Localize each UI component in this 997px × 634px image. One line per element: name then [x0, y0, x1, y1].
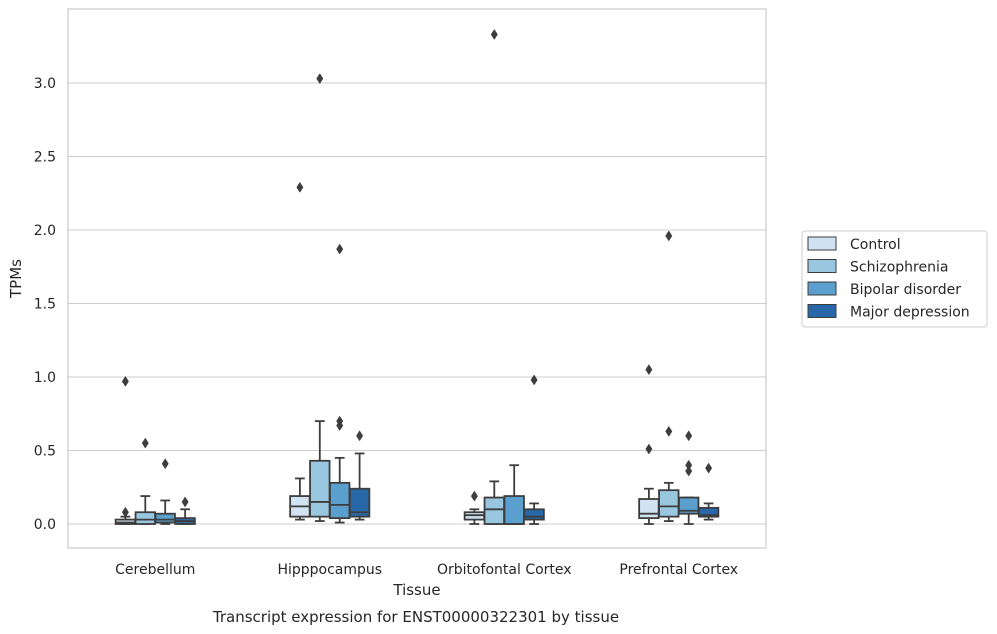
box-iqr	[658, 489, 680, 518]
box-iqr	[638, 498, 660, 520]
legend-item: Schizophrenia	[807, 259, 948, 276]
outlier-point	[296, 181, 304, 193]
y-axis-title: TPMs	[7, 259, 25, 299]
legend-item: Control	[807, 236, 901, 253]
outlier-point	[181, 496, 189, 508]
y-tick-label: 0.5	[34, 444, 56, 460]
box-2-3	[523, 374, 545, 525]
legend-label: Schizophrenia	[850, 260, 948, 276]
box-3-3	[697, 462, 720, 521]
box-iqr	[678, 496, 700, 515]
y-tick-labels: 0.0 0.5 1.0 1.5 2.0 2.5 3.0	[34, 76, 56, 533]
boxes	[114, 29, 720, 525]
box-iqr	[309, 459, 331, 518]
outlier-point	[336, 415, 344, 427]
box-1-3	[348, 430, 371, 521]
y-tick-label: 2.5	[34, 150, 56, 166]
legend-item: Major depression	[807, 304, 970, 321]
box-1-1	[309, 73, 331, 522]
outlier-point	[470, 490, 478, 502]
y-tick-label: 0.0	[34, 517, 56, 533]
legend-frame	[801, 230, 988, 328]
outlier-point	[530, 374, 538, 386]
outlier-point	[121, 506, 129, 518]
box-3-2	[678, 430, 700, 525]
y-tick-label: 1.0	[34, 370, 56, 386]
box-iqr	[523, 508, 545, 521]
gridlines	[68, 82, 766, 525]
x-tick-label: Orbitofontal Cortex	[437, 562, 572, 578]
box-0-0	[114, 375, 137, 525]
outlier-point	[665, 230, 673, 242]
outlier-point	[336, 243, 344, 255]
y-tick-label: 3.0	[34, 76, 56, 92]
legend: Control Schizophrenia Bipolar disorder Majo…	[801, 230, 988, 328]
box-1-0	[289, 181, 311, 521]
box-2-0	[463, 490, 486, 525]
box-iqr	[503, 495, 525, 525]
outlier-point	[316, 73, 324, 85]
box-1-2	[329, 243, 351, 524]
legend-swatch	[807, 259, 837, 273]
outlier-point	[121, 375, 129, 387]
x-tick-labels: Cerebellum Hipppocampus Orbitofontal Corte…	[115, 562, 738, 578]
y-tick-label: 1.5	[34, 297, 56, 313]
legend-label: Control	[850, 237, 901, 253]
figure-caption: Transcript expression for ENST0000032230…	[212, 608, 619, 626]
outlier-point	[161, 458, 169, 470]
outlier-point	[665, 425, 673, 437]
outlier-point	[645, 443, 653, 455]
box-2-2	[503, 464, 525, 525]
box-iqr	[483, 496, 505, 525]
outlier-point	[645, 364, 653, 376]
legend-label: Bipolar disorder	[850, 282, 961, 298]
outlier-point	[685, 430, 693, 442]
plot-frame	[67, 8, 767, 549]
x-axis-title: Tissue	[392, 581, 440, 599]
legend-swatch	[807, 304, 837, 318]
box-3-0	[638, 364, 660, 525]
box-0-1	[134, 437, 156, 525]
outlier-point	[705, 462, 713, 474]
legend-item: Bipolar disorder	[807, 281, 961, 298]
box-3-1	[658, 230, 680, 522]
box-iqr	[329, 481, 351, 520]
legend-label: Major depression	[850, 305, 970, 321]
x-tick-label: Cerebellum	[115, 562, 195, 578]
legend-swatch	[807, 281, 837, 296]
y-tick-label: 2.0	[34, 223, 56, 239]
box-iqr	[154, 512, 176, 524]
outlier-point	[685, 465, 693, 477]
outlier-point	[490, 29, 498, 40]
box-iqr	[697, 506, 720, 518]
box-0-3	[174, 496, 196, 525]
box-iqr	[134, 511, 156, 525]
outlier-point	[685, 459, 693, 471]
x-tick-label: Hipppocampus	[277, 562, 382, 578]
box-2-1	[483, 29, 505, 525]
outlier-point	[356, 430, 364, 442]
outlier-point	[141, 437, 149, 449]
x-tick-label: Prefrontal Cortex	[619, 562, 738, 578]
box-iqr	[348, 487, 371, 518]
box-0-2	[154, 458, 176, 525]
legend-swatch	[807, 236, 837, 251]
